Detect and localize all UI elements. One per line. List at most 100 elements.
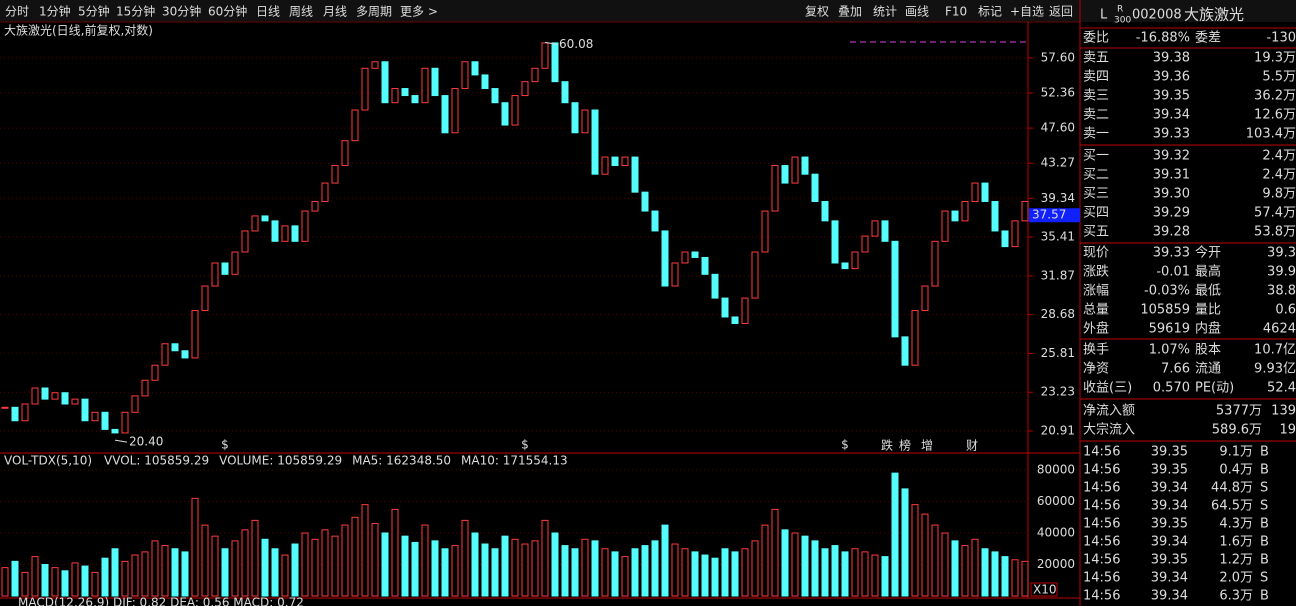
period-tab[interactable]: 1分钟 xyxy=(39,4,71,19)
marker: $ xyxy=(221,438,229,452)
level-price: 39.32 xyxy=(1153,149,1190,164)
value: 39.33 xyxy=(1153,246,1190,261)
event-label: 财 xyxy=(966,439,978,453)
candle xyxy=(681,251,689,264)
period-tab[interactable]: 分时 xyxy=(5,5,29,19)
y-tick-label: 57.60 xyxy=(1041,50,1075,64)
level-price: 39.30 xyxy=(1153,187,1190,202)
candle xyxy=(351,109,359,142)
volume-bar xyxy=(951,540,959,597)
volume-bar xyxy=(311,538,319,597)
candle xyxy=(991,200,999,232)
value: -130 xyxy=(1266,31,1296,46)
volume-bar xyxy=(581,538,589,597)
volume-bar xyxy=(451,545,459,597)
label: 大宗流入 xyxy=(1083,422,1135,438)
y-tick-label: 39.34 xyxy=(1041,191,1075,205)
value: 1.07% xyxy=(1149,343,1190,358)
candle xyxy=(221,262,229,275)
period-tab[interactable]: 周线 xyxy=(289,5,313,19)
period-tab[interactable]: 30分钟 xyxy=(162,4,201,19)
period-tab[interactable]: 5分钟 xyxy=(78,4,110,19)
level-price: 39.33 xyxy=(1153,127,1190,142)
volume-bar xyxy=(41,563,49,597)
tool-button[interactable]: F10 xyxy=(945,5,967,19)
tool-button[interactable]: 叠加 xyxy=(838,5,862,19)
value: 52.4 xyxy=(1267,381,1296,396)
level-price: 39.35 xyxy=(1153,89,1190,104)
candle xyxy=(261,215,269,222)
tool-button[interactable]: 标记 xyxy=(978,5,1002,19)
period-tab[interactable]: 60分钟 xyxy=(208,4,247,19)
label: 最高 xyxy=(1195,264,1221,280)
stock-name: 大族激光 xyxy=(1184,6,1244,24)
last-price-box xyxy=(1029,208,1080,223)
value: -0.01 xyxy=(1156,265,1190,280)
value: 105859 xyxy=(1140,303,1190,318)
period-tab[interactable]: 15分钟 xyxy=(116,4,155,19)
volume-bar xyxy=(871,554,879,597)
volume-bar xyxy=(61,570,69,597)
volume-bar xyxy=(281,554,289,597)
level-label: 买二 xyxy=(1083,168,1109,183)
volume-bar xyxy=(131,554,139,597)
trade-side: S xyxy=(1260,499,1268,514)
volume-bar xyxy=(641,545,649,597)
candle xyxy=(791,156,799,184)
level-volume: 57.4万 xyxy=(1254,206,1296,221)
volume-bar xyxy=(801,535,809,597)
event-badge[interactable] xyxy=(880,438,894,452)
period-tab[interactable]: 日线 xyxy=(256,5,280,19)
candle xyxy=(551,42,559,83)
tool-button[interactable]: +自选 xyxy=(1010,5,1044,19)
last-price: 37.57 xyxy=(1032,208,1066,222)
candle xyxy=(821,200,829,222)
label: 最低 xyxy=(1195,284,1221,299)
y-tick-label: 47.60 xyxy=(1041,121,1075,135)
tool-button[interactable]: 画线 xyxy=(905,5,929,19)
period-tab[interactable]: 月线 xyxy=(323,5,347,19)
volume-bar xyxy=(401,535,409,597)
candle xyxy=(751,251,759,299)
annotation-line xyxy=(544,41,558,45)
candle xyxy=(851,251,859,270)
volume-bar xyxy=(1001,556,1009,597)
trade-price: 39.34 xyxy=(1151,571,1188,586)
volume-bar xyxy=(1,567,9,597)
volume-bar xyxy=(521,543,529,597)
candle xyxy=(771,165,779,212)
candle xyxy=(941,210,949,242)
y-tick-label: 60000 xyxy=(1037,494,1075,508)
volume-bar xyxy=(11,560,19,597)
period-tab[interactable]: 多周期 xyxy=(356,5,392,19)
event-badge[interactable] xyxy=(920,438,934,452)
trade-side: B xyxy=(1260,553,1269,568)
tool-button[interactable]: 返回 xyxy=(1049,5,1073,19)
candle xyxy=(901,336,909,366)
candle xyxy=(571,102,579,134)
chart-title: 大族激光(日线,前复权,对数) xyxy=(4,23,153,38)
volume-bar xyxy=(211,535,219,597)
vol-legend: VOLUME: 105859.29 xyxy=(219,454,342,468)
level-label: 卖二 xyxy=(1083,108,1109,123)
level-volume: 2.4万 xyxy=(1262,149,1296,164)
event-badge[interactable] xyxy=(965,438,979,452)
period-tab[interactable]: 更多 > xyxy=(400,5,438,19)
volume-bar xyxy=(841,551,849,597)
volume-bar xyxy=(411,541,419,597)
volume-bar xyxy=(201,524,209,597)
candle xyxy=(111,428,119,434)
tool-button[interactable]: 统计 xyxy=(873,5,897,19)
event-badge[interactable] xyxy=(898,438,912,452)
trade-volume: 64.5万 xyxy=(1211,499,1253,514)
value: 589.6万 xyxy=(1212,423,1262,438)
label: 净资 xyxy=(1083,362,1109,377)
candle xyxy=(841,262,849,270)
label: 换手 xyxy=(1083,343,1109,358)
volume-bar xyxy=(711,557,719,597)
candle xyxy=(381,61,389,104)
volume-bar xyxy=(101,557,109,597)
tool-button[interactable]: 复权 xyxy=(805,5,829,19)
volume-bar xyxy=(441,548,449,597)
